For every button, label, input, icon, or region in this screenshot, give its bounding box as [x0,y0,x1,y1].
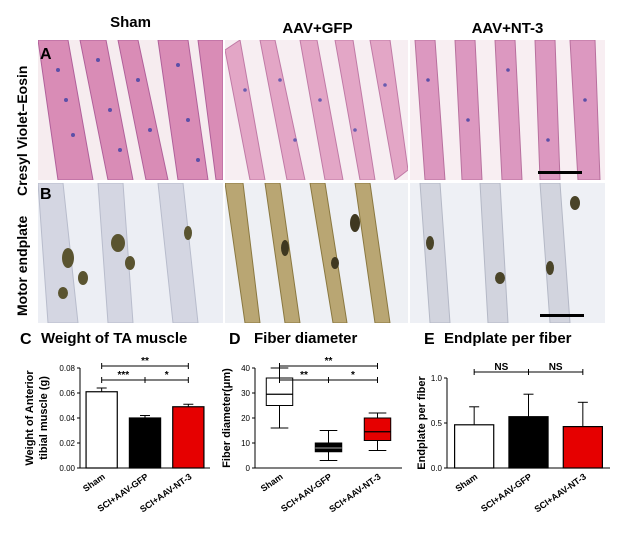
scale-bar-a [538,171,582,174]
row-label-endplate: Motor endplate [14,215,30,316]
x-tick-label: Sham [453,471,479,493]
x-tick-label: SCI+AAV-GFP [279,471,334,513]
x-tick-label: SCI+AAV-NT-3 [533,471,588,514]
x-tick-label: Sham [81,471,107,493]
chart-c: 0.00 0.02 0.04 0.06 0.08 Weight of Anterior ti… [24,356,210,514]
significance-label: ** [325,356,333,367]
y-tick-label: 0.06 [59,389,75,398]
y-tick-label: 1.0 [431,374,443,383]
significance-label: *** [117,370,129,381]
micrograph-b-gfp [225,183,408,323]
y-tick-label: 0.0 [431,464,443,473]
y-axis-label: tibial muscle (g) [38,376,50,460]
chart-title-e: Endplate per fiber [444,330,572,347]
y-tick-label: 20 [241,414,250,423]
micrograph-a-sham [38,40,223,180]
panel-letter-a: A [40,46,52,63]
bar [508,416,549,469]
box [363,417,392,441]
micrograph-a-nt3 [410,40,605,180]
y-tick-label: 0 [246,464,251,473]
y-tick-label: 0.04 [59,414,75,423]
bar [454,424,495,469]
panel-letter-e: E [424,331,435,348]
row-label-cresyl: Cresyl Violet–Eosin [14,65,30,196]
significance-label: * [165,370,169,381]
y-axis-label: Weight of Anterior [24,370,36,466]
bar [562,425,603,469]
x-tick-label: SCI+AAV-NT-3 [327,471,382,514]
box [314,442,343,453]
significance-label: ** [300,370,308,381]
micrograph-b-nt3 [410,183,605,323]
y-tick-label: 10 [241,439,250,448]
significance-label: NS [494,362,508,373]
significance-label: ** [141,356,149,367]
bar [85,391,118,469]
chart-title-d: Fiber diameter [254,330,358,347]
bar [172,406,205,469]
x-tick-label: SCI+AAV-GFP [479,471,534,513]
column-header-aav-nt3: AAV+NT-3 [471,20,544,37]
bar [128,417,162,469]
y-tick-label: 30 [241,389,250,398]
chart-d: 0 10 20 30 40 Fiber diameter(μm) ShamSCI+AAV-G… [221,356,402,514]
x-tick-label: Sham [259,471,285,493]
y-axis-label: Endplate per fiber [416,376,428,470]
chart-title-c: Weight of TA muscle [41,330,188,347]
column-header-sham: Sham [110,14,151,31]
y-tick-label: 0.02 [59,439,75,448]
micrograph-a-gfp [225,40,408,180]
scale-bar-b [540,314,584,317]
micrograph-b-sham [38,183,223,323]
significance-label: NS [549,362,563,373]
y-tick-label: 0.00 [59,464,75,473]
column-header-aav-gfp: AAV+GFP [282,20,353,37]
panel-letter-c: C [20,331,32,348]
significance-label: * [351,370,355,381]
panel-letter-b: B [40,186,52,203]
panel-letter-d: D [229,331,241,348]
y-tick-label: 0.08 [59,364,75,373]
y-tick-label: 40 [241,364,250,373]
y-axis-label: Fiber diameter(μm) [221,368,233,468]
y-tick-label: 0.5 [431,419,443,428]
